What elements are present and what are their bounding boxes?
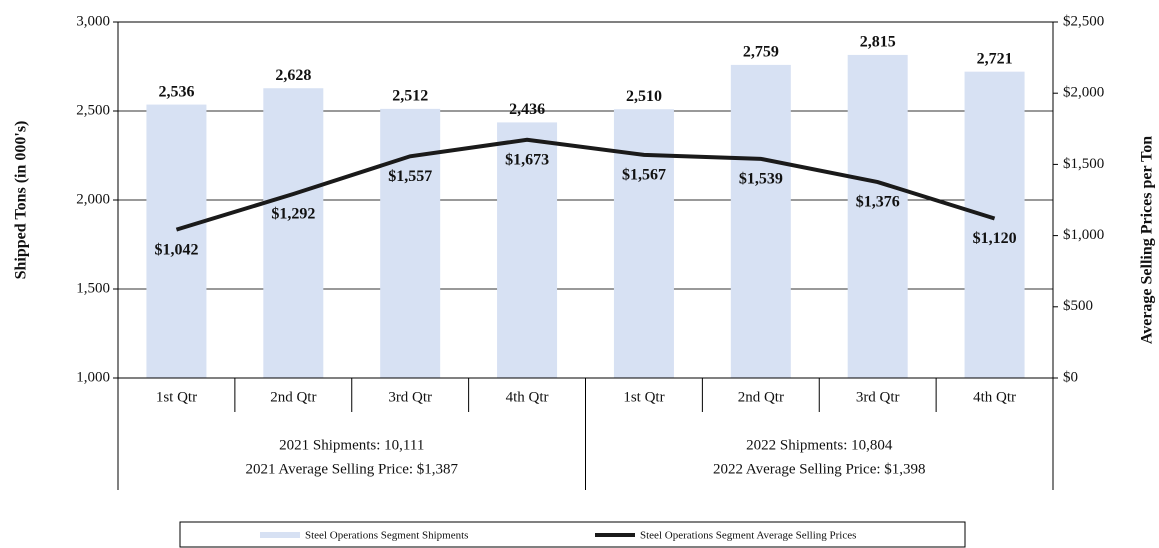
x-tick-label: 3rd Qtr — [856, 389, 900, 405]
line-value-label: $1,539 — [739, 171, 783, 188]
bar-value-label: 2,628 — [275, 67, 311, 84]
y2-tick-label: $2,500 — [1063, 13, 1104, 29]
bar — [263, 88, 324, 378]
bar — [613, 109, 674, 378]
y-tick-label: 2,000 — [76, 191, 110, 207]
x-tick-label: 1st Qtr — [156, 389, 197, 405]
y-tick-label: 3,000 — [76, 13, 110, 29]
line-value-label: $1,557 — [388, 168, 432, 185]
y2-tick-label: $500 — [1063, 298, 1093, 314]
group-label: 2021 Shipments: 10,111 — [279, 437, 424, 453]
y2-tick-label: $0 — [1063, 369, 1078, 385]
line-value-label: $1,042 — [154, 241, 198, 258]
bar — [730, 64, 791, 378]
y2-tick-label: $2,000 — [1063, 85, 1104, 101]
legend-swatch — [260, 532, 300, 538]
bar — [964, 71, 1025, 379]
bar — [380, 108, 441, 378]
line-value-label: $1,673 — [505, 151, 549, 168]
x-tick-label: 4th Qtr — [506, 389, 549, 405]
legend-box — [179, 521, 966, 548]
line-value-label: $1,567 — [622, 167, 666, 184]
bar-value-label: 2,536 — [158, 83, 194, 100]
bar-value-label: 2,721 — [977, 50, 1013, 67]
x-tick-label: 3rd Qtr — [388, 389, 432, 405]
y2-tick-label: $1,000 — [1063, 227, 1104, 243]
bar-value-label: 2,815 — [860, 34, 896, 51]
line-value-label: $1,120 — [973, 230, 1017, 247]
line-value-label: $1,292 — [271, 206, 315, 223]
y-axis-label: Shipped Tons (in 000's) — [13, 121, 30, 280]
bar-value-label: 2,512 — [392, 88, 428, 105]
bar-value-label: 2,759 — [743, 44, 779, 61]
bar-value-label: 2,436 — [509, 101, 545, 118]
x-tick-label: 1st Qtr — [623, 389, 664, 405]
legend-label: Steel Operations Segment Shipments — [305, 530, 468, 542]
x-tick-label: 2nd Qtr — [738, 389, 784, 405]
bar-value-label: 2,510 — [626, 88, 662, 105]
y2-axis-label: Average Selling Prices per Ton — [1139, 136, 1156, 344]
y-tick-label: 2,500 — [76, 102, 110, 118]
x-tick-label: 4th Qtr — [973, 389, 1016, 405]
group-label: 2022 Shipments: 10,804 — [746, 437, 893, 453]
y2-tick-label: $1,500 — [1063, 156, 1104, 172]
bar — [146, 104, 207, 378]
group-label: 2022 Average Selling Price: $1,398 — [713, 461, 926, 477]
y-tick-label: 1,500 — [76, 280, 110, 296]
line — [175, 137, 996, 232]
legend-label: Steel Operations Segment Average Selling… — [640, 530, 856, 542]
bar — [847, 54, 908, 379]
x-tick-label: 2nd Qtr — [270, 389, 316, 405]
bar — [497, 122, 558, 378]
line-value-label: $1,376 — [856, 194, 900, 211]
group-label: 2021 Average Selling Price: $1,387 — [245, 461, 458, 477]
y-tick-label: 1,000 — [76, 369, 110, 385]
